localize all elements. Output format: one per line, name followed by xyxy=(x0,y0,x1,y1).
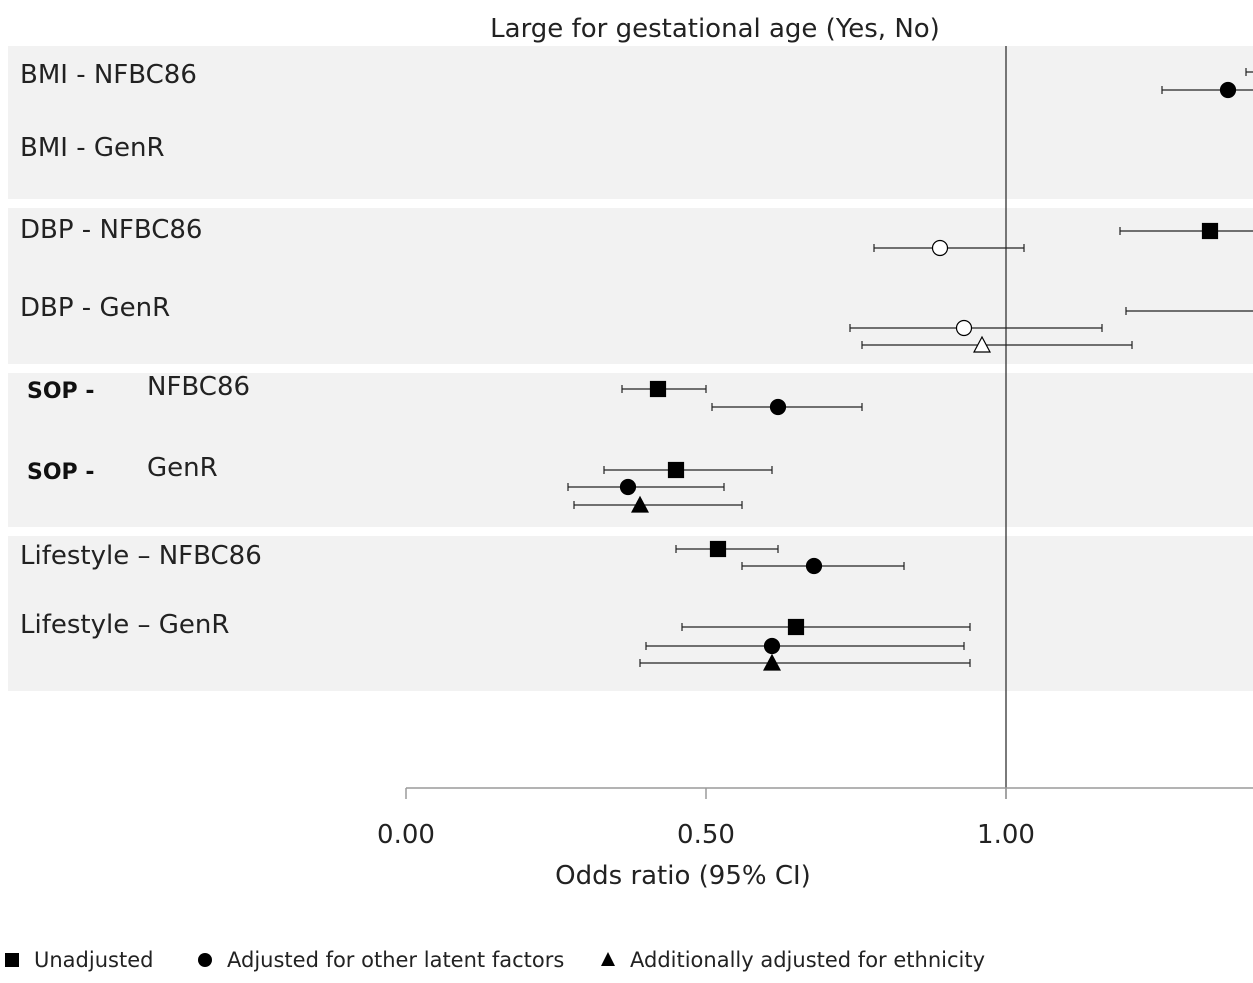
legend-circle-marker xyxy=(198,953,212,967)
legend-label: Unadjusted xyxy=(34,948,153,972)
row-label: DBP - NFBC86 xyxy=(20,215,202,245)
circle-marker-sop-nfbc86 xyxy=(769,398,787,416)
triangle-marker-lifestyle-genr xyxy=(763,653,781,671)
x-axis: 0.000.501.001.502.002.50 xyxy=(377,787,1253,850)
circle-marker-lifestyle-genr xyxy=(763,637,781,655)
row-label: BMI - NFBC86 xyxy=(20,60,197,90)
row-label-prefix: SOP - xyxy=(27,379,94,404)
circle-marker-dbp-genr xyxy=(955,319,973,337)
legend-label: Additionally adjusted for ethnicity xyxy=(630,948,985,972)
row-label-prefix: SOP - xyxy=(27,460,94,485)
group-band xyxy=(8,536,1253,691)
legend-label: Adjusted for other latent factors xyxy=(227,948,564,972)
circle-marker-lifestyle-nfbc86 xyxy=(805,557,823,575)
row-label: Lifestyle – GenR xyxy=(20,610,229,640)
circle-marker-bmi-nfbc86 xyxy=(1219,81,1237,99)
circle-marker-dbp-nfbc86 xyxy=(931,239,949,257)
legend: Unadjusted Adjusted for other latent fact… xyxy=(5,948,985,972)
x-axis-title: Odds ratio (95% CI) xyxy=(555,861,811,891)
square-marker-lifestyle-nfbc86 xyxy=(709,540,727,558)
chart-title: Large for gestational age (Yes, No) xyxy=(490,14,940,44)
square-marker-dbp-nfbc86 xyxy=(1201,222,1219,240)
square-marker-sop-nfbc86 xyxy=(649,380,667,398)
estimates xyxy=(567,68,1253,671)
group-band xyxy=(8,208,1253,364)
square-marker-sop-genr xyxy=(667,461,685,479)
square-marker-lifestyle-genr xyxy=(787,618,805,636)
row-label: GenR xyxy=(147,453,218,483)
row-labels: BMI - NFBC86 BMI - GenR DBP - NFBC86 DBP - … xyxy=(20,60,262,640)
legend-square-marker xyxy=(5,953,19,967)
row-label: BMI - GenR xyxy=(20,133,165,163)
x-tick-label: 1.00 xyxy=(977,820,1035,850)
row-label: NFBC86 xyxy=(147,372,250,402)
x-tick-label: 0.50 xyxy=(677,820,735,850)
circle-marker-sop-genr xyxy=(619,478,637,496)
triangle-marker-sop-genr xyxy=(631,495,649,513)
row-label: Lifestyle – NFBC86 xyxy=(20,541,262,571)
group-bands xyxy=(8,46,1253,691)
legend-triangle-marker xyxy=(601,952,615,966)
triangle-marker-dbp-genr xyxy=(973,335,991,353)
x-tick-label: 0.00 xyxy=(377,820,435,850)
group-band xyxy=(8,46,1253,199)
group-band xyxy=(8,373,1253,527)
row-label: DBP - GenR xyxy=(20,293,170,323)
